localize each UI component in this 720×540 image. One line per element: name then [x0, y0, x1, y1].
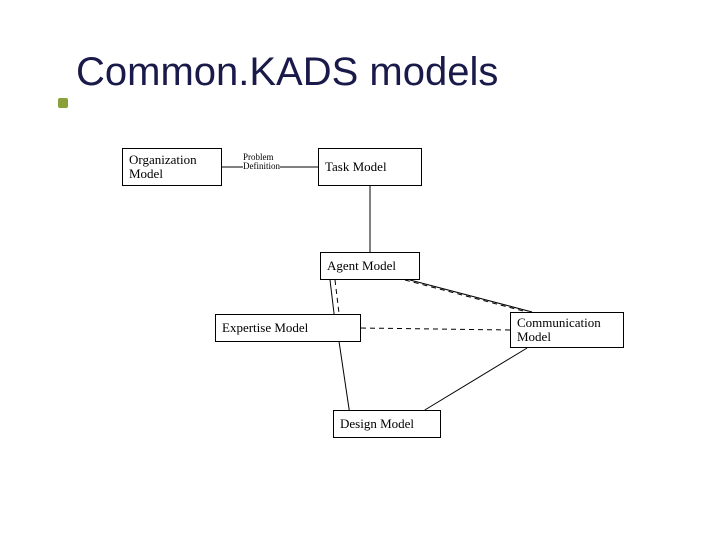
page-title: Common.KADS models	[76, 50, 498, 95]
edge-agent-communication	[410, 280, 532, 312]
connector-label-problem-definition: ProblemDefinition	[243, 153, 280, 171]
node-agent: Agent Model	[320, 252, 420, 280]
node-design: Design Model	[333, 410, 441, 438]
edge-agent-communication-dashed	[405, 280, 527, 312]
edge-agent-expertise	[330, 280, 334, 314]
node-organization: OrganizationModel	[122, 148, 222, 186]
edge-communication-design	[425, 348, 527, 410]
edge-agent-expertise-dashed	[335, 280, 339, 314]
node-task: Task Model	[318, 148, 422, 186]
edge-expertise-design	[339, 342, 349, 410]
title-bullet	[58, 98, 68, 108]
edge-expertise-communication-dashed	[361, 328, 510, 330]
node-communication: CommunicationModel	[510, 312, 624, 348]
node-expertise: Expertise Model	[215, 314, 361, 342]
